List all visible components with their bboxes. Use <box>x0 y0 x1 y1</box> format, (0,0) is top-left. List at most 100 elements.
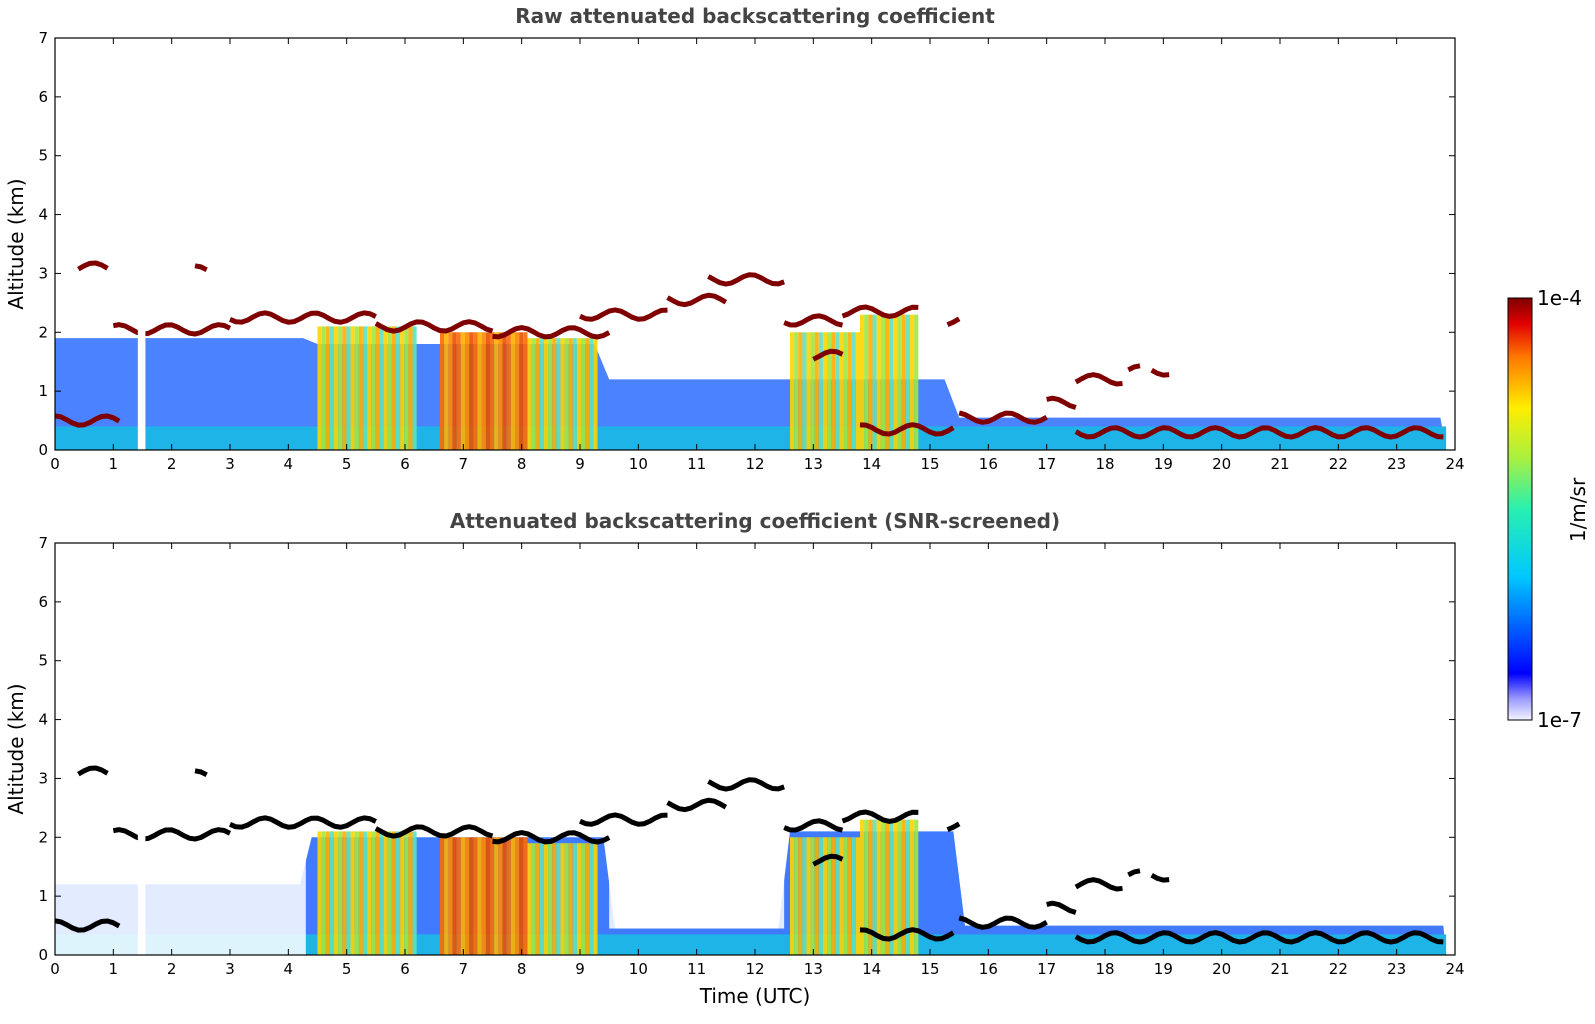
plume-strip <box>593 843 598 955</box>
plume-strip <box>893 314 898 450</box>
plume-strip <box>798 332 803 450</box>
cloud-layer <box>841 304 919 319</box>
raw-panel: 0 1 2 3 4 5 6 7 8 9 10 11 12 13 14 15 16 17 18 19 20 21 22 23 24… <box>4 4 1465 473</box>
plume-strip <box>835 332 840 450</box>
plume-strip <box>835 837 840 955</box>
plume-strip <box>572 843 577 955</box>
plume-strip <box>802 332 807 450</box>
plume-strip <box>329 831 335 955</box>
cloud-layer <box>55 918 121 933</box>
x-tick-label: 8 <box>517 455 527 473</box>
plume-strip <box>452 837 457 955</box>
plume-strip <box>321 326 326 450</box>
plume-strip <box>851 332 856 450</box>
x-tick-label: 14 <box>862 455 881 473</box>
plume-strip <box>444 332 449 450</box>
x-tick-label: 20 <box>1212 960 1231 978</box>
plume-strip <box>354 831 359 955</box>
plume-strip <box>818 837 823 955</box>
panel-title: Raw attenuated backscattering coefficien… <box>515 4 995 28</box>
plume-strip <box>469 332 474 450</box>
cloud-layer <box>578 812 668 827</box>
plume-strip <box>383 326 388 450</box>
plume-strip <box>847 837 852 955</box>
plume-strip <box>375 831 380 955</box>
plume-strip <box>585 843 590 955</box>
cloud-layer <box>112 322 232 337</box>
plume-strip <box>527 338 532 450</box>
plume-strip <box>556 338 561 450</box>
plume-strip <box>354 326 359 450</box>
cloud-layer <box>1074 372 1123 387</box>
plume-strip <box>506 837 511 955</box>
plume-strip <box>465 332 470 450</box>
screened-region <box>609 825 785 929</box>
plume-strip <box>831 837 836 955</box>
x-tick-label: 17 <box>1037 960 1056 978</box>
cloud-layer <box>1046 395 1077 410</box>
plume-strip <box>358 831 363 955</box>
plume-strip <box>901 819 906 955</box>
x-tick-label: 7 <box>459 455 469 473</box>
plume-strip <box>905 819 910 955</box>
plume-strip <box>831 332 836 450</box>
plume-strip <box>367 326 372 450</box>
plume-strip <box>576 843 582 955</box>
plume-strip <box>477 332 482 450</box>
plume-strip <box>576 338 582 450</box>
plume-strip <box>404 326 409 450</box>
y-tick-label: 3 <box>38 769 48 787</box>
x-tick-label: 0 <box>50 455 60 473</box>
plume-strip <box>342 326 347 450</box>
y-tick-label: 7 <box>38 534 48 552</box>
plume-strip <box>396 831 401 955</box>
plume-strip <box>485 837 490 955</box>
cloud-layer <box>666 292 728 308</box>
plot-area <box>55 543 1455 955</box>
plume-strip <box>814 837 819 955</box>
plume-strip <box>338 326 343 450</box>
plume-strip <box>490 837 495 955</box>
plume-strip <box>531 338 536 450</box>
plume-strip <box>560 843 565 955</box>
x-tick-label: 15 <box>920 960 939 978</box>
upper-noise <box>55 38 1447 303</box>
plume-strip <box>408 326 413 450</box>
cloud-layer <box>1127 868 1141 878</box>
y-axis-label: Altitude (km) <box>4 178 28 309</box>
plume-strip <box>317 831 322 955</box>
plume-strip <box>444 837 449 955</box>
plume-strip <box>473 332 478 450</box>
cloud-layer <box>707 777 785 792</box>
plume-strip <box>535 843 540 955</box>
cloud-layer <box>812 853 844 867</box>
plume-strip <box>539 338 544 450</box>
x-tick-label: 7 <box>459 960 469 978</box>
plume-strip <box>806 332 811 450</box>
cloud-layer <box>859 422 955 437</box>
plume-strip <box>810 332 815 450</box>
plume-strip <box>448 837 453 955</box>
plume-strip <box>456 837 461 955</box>
x-tick-label: 8 <box>517 960 527 978</box>
plume-strip <box>346 326 351 450</box>
cloud-layer <box>374 824 494 839</box>
x-tick-label: 4 <box>284 960 294 978</box>
plume-strip <box>589 338 594 450</box>
plume-strip <box>358 326 363 450</box>
x-tick-label: 2 <box>167 455 177 473</box>
plume-strip <box>494 332 499 450</box>
x-tick-label: 5 <box>342 455 352 473</box>
plume-strip <box>868 314 873 450</box>
plume-strip <box>387 831 392 955</box>
plume-strip <box>905 314 910 450</box>
plume-strip <box>872 314 877 450</box>
y-tick-label: 0 <box>38 441 48 459</box>
plume-strip <box>855 332 860 450</box>
plume-strip <box>412 326 417 450</box>
plume-strip <box>391 831 397 955</box>
plume-strip <box>543 843 549 955</box>
plume-strip <box>876 314 881 450</box>
plume-strip <box>794 837 799 955</box>
